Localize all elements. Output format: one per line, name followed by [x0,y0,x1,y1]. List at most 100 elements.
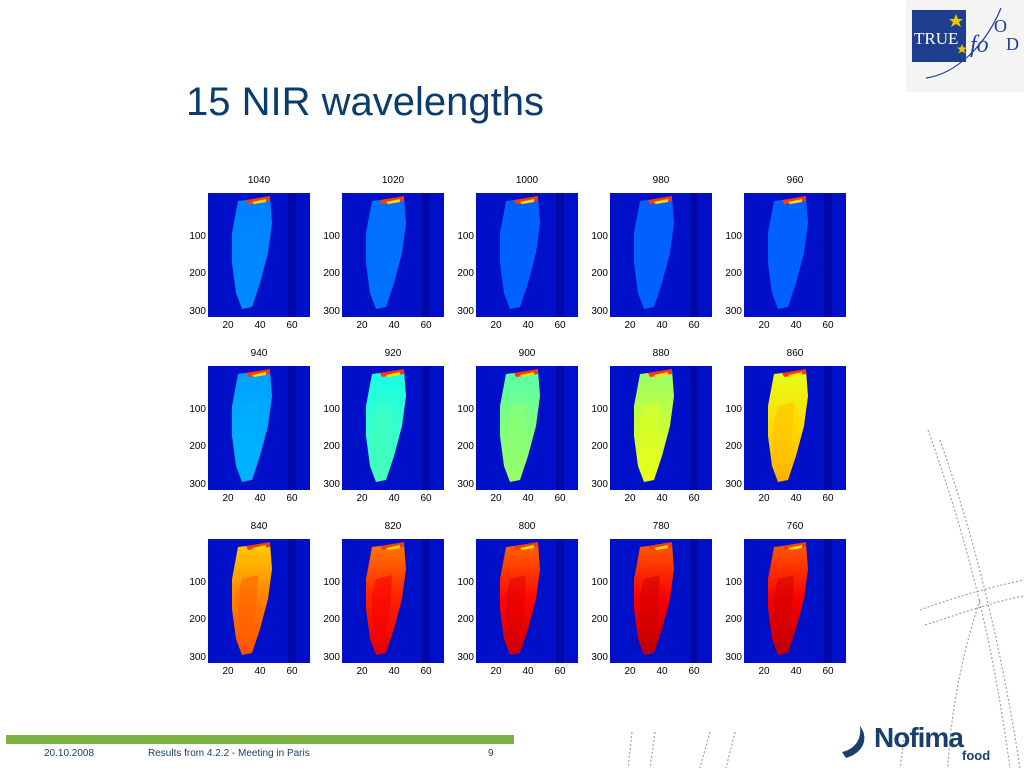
y-tick-label: 100 [323,577,340,588]
y-tick-label: 300 [591,652,608,663]
wavelength-panel: 940 100 200 300 20 40 60 [180,348,314,508]
x-tick-label: 60 [822,666,834,677]
y-tick-label: 300 [189,652,206,663]
wavelength-panel: 840 100 200 300 20 40 60 [180,521,314,681]
panel-wavelength-label: 960 [786,175,804,186]
x-tick-label: 20 [490,320,502,331]
x-tick-label: 20 [758,493,770,504]
nir-image [208,366,310,490]
x-tick-label: 60 [688,666,700,677]
y-tick-label: 200 [591,441,608,452]
y-tick-label: 100 [323,231,340,242]
x-tick-label: 40 [790,666,802,677]
x-tick-label: 20 [758,666,770,677]
wavelength-panel: 800 100 200 300 20 40 60 [448,521,582,681]
x-tick-label: 20 [222,320,234,331]
nir-image [476,366,578,490]
x-tick-label: 20 [356,493,368,504]
y-tick-label: 100 [725,404,742,415]
nir-image [744,539,846,663]
panel-wavelength-label: 900 [518,348,536,359]
x-tick-label: 20 [624,666,636,677]
x-tick-label: 20 [222,666,234,677]
y-tick-label: 200 [725,614,742,625]
y-tick-label: 100 [725,577,742,588]
panel-wavelength-label: 800 [518,521,536,532]
nir-image [342,366,444,490]
panel-wavelength-label: 1040 [247,175,271,186]
panel-wavelength-label: 940 [250,348,268,359]
x-tick-label: 40 [522,320,534,331]
y-tick-label: 300 [323,306,340,317]
x-tick-label: 60 [554,493,566,504]
wavelength-panel: 1000 100 200 300 20 40 60 [448,175,582,335]
x-tick-label: 20 [222,493,234,504]
y-tick-label: 100 [189,577,206,588]
truefood-logo: TRUE fo O D [906,0,1024,92]
wavelength-panel: 1020 100 200 300 20 40 60 [314,175,448,335]
footer-text: Results from 4.2.2 - Meeting in Paris [148,748,310,759]
page-number: 9 [488,748,494,759]
slide-title: 15 NIR wavelengths [186,80,544,124]
y-tick-label: 300 [591,306,608,317]
x-tick-label: 60 [286,320,298,331]
y-tick-label: 200 [591,268,608,279]
footer-bar [6,735,514,744]
nir-image [208,193,310,317]
x-tick-label: 20 [490,493,502,504]
x-tick-label: 60 [688,320,700,331]
y-tick-label: 100 [591,577,608,588]
x-tick-label: 20 [624,493,636,504]
y-tick-label: 200 [323,268,340,279]
nir-image [208,539,310,663]
wavelength-panel: 920 100 200 300 20 40 60 [314,348,448,508]
nofima-swoosh-icon [842,726,865,758]
panel-wavelength-label: 1020 [381,175,405,186]
y-tick-label: 300 [725,306,742,317]
svg-text:O: O [994,16,1007,36]
y-tick-label: 200 [189,441,206,452]
x-tick-label: 40 [790,320,802,331]
wavelength-panel: 900 100 200 300 20 40 60 [448,348,582,508]
x-tick-label: 40 [522,493,534,504]
x-tick-label: 40 [790,493,802,504]
nofima-brand-text: Nofima [874,722,964,753]
nofima-logo: Nofima food [838,722,1008,764]
nir-image [610,366,712,490]
x-tick-label: 60 [554,666,566,677]
x-tick-label: 40 [388,666,400,677]
y-tick-label: 300 [323,652,340,663]
panel-wavelength-label: 980 [652,175,670,186]
x-tick-label: 20 [624,320,636,331]
x-tick-label: 40 [254,493,266,504]
y-tick-label: 200 [457,614,474,625]
nir-image [610,193,712,317]
y-tick-label: 200 [725,441,742,452]
nofima-brand-sub: food [962,748,991,763]
x-tick-label: 60 [822,320,834,331]
x-tick-label: 20 [356,320,368,331]
y-tick-label: 100 [323,404,340,415]
x-tick-label: 40 [656,666,668,677]
x-tick-label: 40 [254,320,266,331]
wavelength-panel: 1040 100 200 300 20 40 60 [180,175,314,335]
y-tick-label: 200 [591,614,608,625]
nir-image [610,539,712,663]
wavelength-panel: 820 100 200 300 20 40 60 [314,521,448,681]
x-tick-label: 60 [420,493,432,504]
y-tick-label: 100 [591,231,608,242]
x-tick-label: 40 [388,493,400,504]
svg-text:TRUE: TRUE [914,29,958,48]
x-tick-label: 40 [254,666,266,677]
nir-image [476,539,578,663]
y-tick-label: 100 [591,404,608,415]
panel-wavelength-label: 1000 [515,175,539,186]
y-tick-label: 100 [189,231,206,242]
y-tick-label: 200 [189,614,206,625]
y-tick-label: 100 [725,231,742,242]
y-tick-label: 100 [457,231,474,242]
x-tick-label: 60 [286,666,298,677]
nir-image [476,193,578,317]
y-tick-label: 200 [323,441,340,452]
x-tick-label: 60 [286,493,298,504]
